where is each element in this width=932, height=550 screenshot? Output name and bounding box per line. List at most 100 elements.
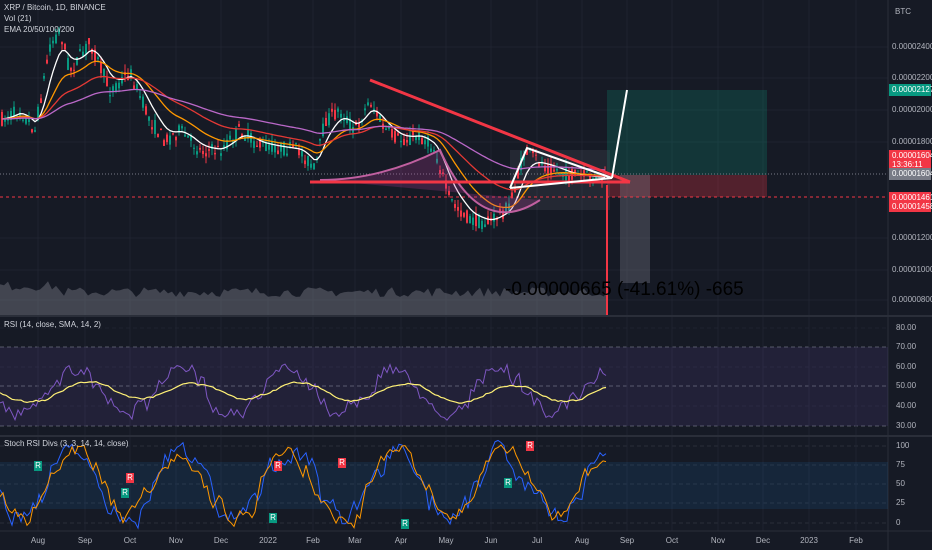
candle (109, 95, 111, 97)
candle (517, 169, 519, 179)
candle (259, 138, 261, 148)
div-marker: R (339, 458, 345, 467)
candle (226, 139, 228, 150)
div-marker-bg (34, 461, 42, 471)
candle (550, 163, 552, 175)
candle (379, 115, 381, 122)
candle (28, 119, 30, 122)
candle (274, 145, 276, 153)
div-marker-bg (401, 519, 409, 529)
time-label: Aug (31, 536, 45, 545)
candle (484, 224, 486, 228)
candle (568, 175, 570, 181)
measure-box (620, 175, 650, 283)
candle (487, 216, 489, 225)
candle (25, 115, 27, 124)
candle (394, 131, 396, 143)
candle (310, 163, 312, 168)
candle (424, 140, 426, 145)
candle (331, 108, 333, 112)
candle (346, 116, 348, 124)
candle (94, 49, 96, 62)
measure-label: -0.00000665 (-41.61%) -665 (505, 279, 744, 300)
candle (322, 123, 324, 137)
candle (31, 129, 33, 133)
candle (544, 165, 546, 172)
candle (415, 136, 417, 141)
time-label: Apr (395, 536, 408, 545)
time-label: Jun (485, 536, 498, 545)
candle (523, 156, 525, 161)
candle (295, 143, 297, 145)
candle (4, 117, 6, 122)
candle (343, 119, 345, 121)
candle (547, 164, 549, 174)
candle (235, 128, 237, 141)
candle (586, 171, 588, 173)
candle (460, 210, 462, 217)
candle (202, 150, 204, 155)
symbol: XRP / Bitcoin, 1D, BINANCE (4, 3, 106, 12)
rsi-label: 40.00 (896, 401, 917, 410)
candle (154, 120, 156, 135)
candle (70, 67, 72, 71)
candle (49, 44, 51, 52)
candle (559, 172, 561, 175)
candle (229, 135, 231, 140)
candle (286, 153, 288, 156)
candle (91, 48, 93, 54)
candle (430, 148, 432, 152)
div-marker: R (505, 478, 511, 487)
candle (448, 190, 450, 195)
candle (175, 136, 177, 141)
candle (211, 144, 213, 150)
candle (481, 220, 483, 229)
candle (112, 86, 114, 93)
candle (85, 43, 87, 54)
candle (553, 169, 555, 172)
candle (397, 133, 399, 136)
time-label: Nov (711, 536, 725, 545)
candle (292, 144, 294, 148)
ema-label: EMA 20/50/100/200 (4, 25, 75, 34)
candle (187, 135, 189, 138)
candle (214, 152, 216, 155)
candle (148, 116, 150, 121)
ema-line (1, 75, 606, 191)
price-label: 0.00000800 (892, 295, 932, 304)
candle (145, 106, 147, 115)
div-marker: R (527, 441, 533, 450)
candle (253, 141, 255, 148)
candle (511, 192, 513, 199)
candle (562, 173, 564, 177)
candle (64, 44, 66, 50)
volume-label: Vol (21) (4, 14, 32, 23)
price-label: 0.00001200 (892, 233, 932, 242)
candle (337, 108, 339, 112)
div-marker-bg (526, 441, 534, 451)
candle (37, 106, 39, 120)
price-label: 0.00002200 (892, 73, 932, 82)
candle (409, 134, 411, 146)
breakout-ray (611, 89, 628, 179)
volume-area (0, 281, 608, 315)
stoch-label: 75 (896, 460, 905, 469)
candle (10, 110, 12, 120)
mark-price: 0.00001604 (892, 169, 932, 178)
time-label: Dec (214, 536, 228, 545)
time-label: Feb (849, 536, 863, 545)
time-label: Mar (348, 536, 362, 545)
candle (82, 51, 84, 57)
candle (268, 144, 270, 150)
div-marker-bg (126, 473, 134, 483)
candle (34, 130, 36, 132)
candle (535, 154, 537, 156)
candle (184, 134, 186, 137)
candle (151, 127, 153, 130)
target-price: 0.00002127 (892, 85, 932, 94)
candle (160, 128, 162, 131)
candle (403, 138, 405, 146)
candle (445, 180, 447, 189)
last-price: 0.00001604 (892, 151, 932, 160)
candle (433, 149, 435, 152)
